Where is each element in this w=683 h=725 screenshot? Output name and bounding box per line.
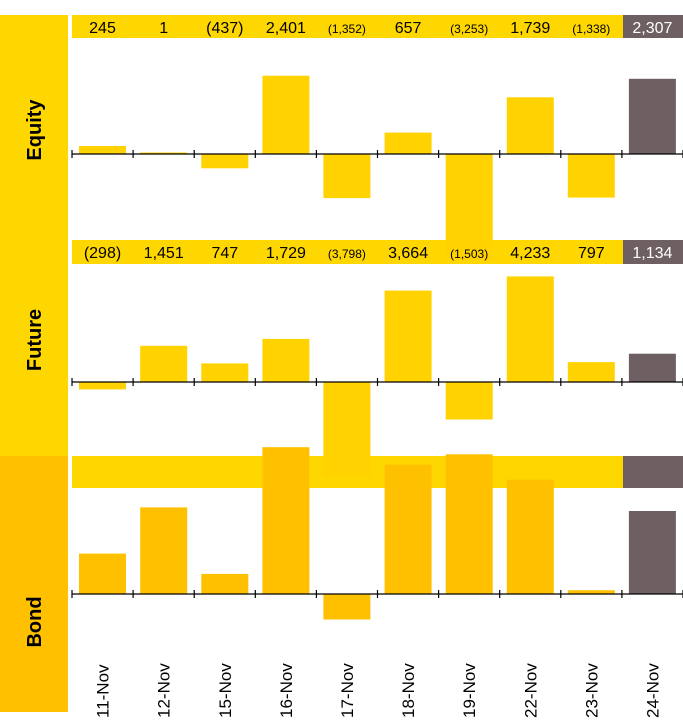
value-strip-equity (72, 15, 623, 38)
value-label-future-19-Nov: (1,503) (450, 247, 488, 261)
bar-bond-18-Nov (384, 464, 432, 594)
bar-equity-16-Nov (262, 75, 310, 154)
bar-future-18-Nov (384, 290, 432, 382)
value-label-equity-12-Nov: 1 (159, 20, 168, 37)
panel-label-bg-bond (0, 456, 68, 712)
category-label-11-Nov: 11-Nov (94, 664, 113, 718)
bar-bond-17-Nov (323, 594, 371, 620)
value-label-future-22-Nov: 4,233 (510, 245, 550, 262)
bar-future-23-Nov (567, 362, 615, 382)
value-strip-last-bond (623, 456, 683, 488)
value-label-equity-19-Nov: (3,253) (450, 22, 488, 36)
bar-equity-15-Nov (201, 154, 249, 169)
bar-equity-24-Nov (628, 78, 676, 154)
panel-label-bg-future (0, 240, 68, 456)
value-label-equity-11-Nov: 245 (89, 20, 116, 37)
value-label-future-23-Nov: 797 (578, 245, 605, 262)
category-label-15-Nov: 15-Nov (216, 663, 235, 718)
category-label-23-Nov: 23-Nov (582, 663, 601, 718)
value-label-future-11-Nov: (298) (84, 245, 121, 262)
category-label-17-Nov: 17-Nov (338, 663, 357, 718)
category-label-16-Nov: 16-Nov (277, 663, 296, 718)
bar-bond-24-Nov (628, 511, 676, 594)
category-label-12-Nov: 12-Nov (155, 663, 174, 718)
bar-future-17-Nov (323, 382, 371, 477)
bar-bond-16-Nov (262, 447, 310, 594)
value-label-future-18-Nov: 3,664 (388, 245, 428, 262)
bar-future-19-Nov (445, 382, 493, 420)
value-label-future-17-Nov: (3,798) (328, 247, 366, 261)
category-label-18-Nov: 18-Nov (399, 663, 418, 718)
category-label-24-Nov: 24-Nov (643, 663, 662, 718)
bar-future-24-Nov (628, 353, 676, 382)
bar-bond-12-Nov (140, 507, 188, 594)
value-label-equity-22-Nov: 1,739 (510, 20, 550, 37)
bar-equity-19-Nov (445, 154, 493, 261)
bar-future-22-Nov (506, 276, 554, 382)
value-strip-last-equity (623, 15, 683, 38)
value-label-equity-17-Nov: (1,352) (328, 22, 366, 36)
panel-label-equity: Equity (24, 99, 46, 161)
value-label-equity-15-Nov: (437) (206, 20, 243, 37)
bar-equity-17-Nov (323, 154, 371, 199)
bar-bond-19-Nov (445, 454, 493, 594)
bar-equity-12-Nov (140, 152, 188, 154)
bar-equity-23-Nov (567, 154, 615, 198)
value-label-equity-16-Nov: 2,401 (266, 20, 306, 37)
bar-future-12-Nov (140, 345, 188, 382)
category-label-22-Nov: 22-Nov (521, 663, 540, 718)
bar-equity-22-Nov (506, 97, 554, 154)
value-label-future-12-Nov: 1,451 (144, 245, 184, 262)
bar-future-11-Nov (79, 382, 126, 390)
bar-bond-11-Nov (79, 553, 126, 594)
value-strip-future (72, 240, 623, 264)
bar-future-16-Nov (262, 338, 310, 382)
value-label-future-24-Nov: 1,134 (632, 245, 672, 262)
value-label-equity-23-Nov: (1,338) (572, 22, 610, 36)
value-label-future-15-Nov: 747 (211, 245, 238, 262)
value-label-future-16-Nov: 1,729 (266, 245, 306, 262)
bar-equity-11-Nov (79, 146, 126, 154)
bar-bond-15-Nov (201, 573, 249, 594)
value-label-equity-24-Nov: 2,307 (632, 20, 672, 37)
bar-bond-22-Nov (506, 479, 554, 594)
panel-label-future: Future (24, 309, 46, 371)
bar-future-15-Nov (201, 363, 249, 382)
value-strip-last-future (623, 240, 683, 264)
bar-bond-23-Nov (567, 590, 615, 594)
category-label-19-Nov: 19-Nov (460, 663, 479, 718)
bar-equity-18-Nov (384, 132, 432, 154)
value-label-equity-18-Nov: 657 (395, 20, 422, 37)
panel-label-bond: Bond (24, 596, 46, 647)
panel-label-bg-equity (0, 15, 68, 240)
